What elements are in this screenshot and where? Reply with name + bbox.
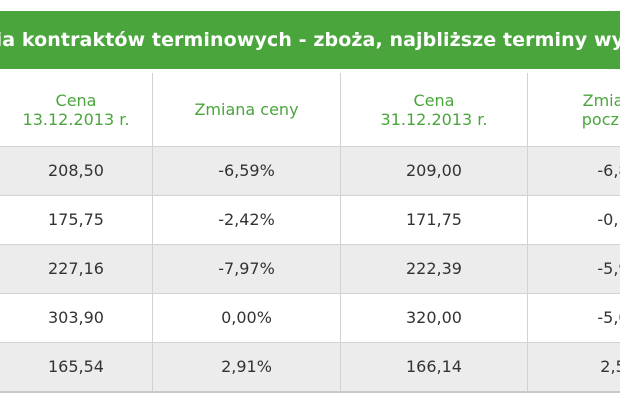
- header-price-31-12: Cena 31.12.2013 r.: [341, 73, 527, 146]
- futures-table: Cena 13.12.2013 r. Zmiana ceny Cena 31.1…: [0, 73, 620, 393]
- header-price-change: Zmiana ceny: [153, 73, 340, 146]
- header-price-31-12-line1: Cena: [413, 90, 455, 110]
- table-row: 208,50 -6,59% 209,00 -6,8: [0, 146, 620, 195]
- cell-price-change: 0,00%: [221, 308, 272, 327]
- cell-change-from-start: 2,5: [600, 357, 620, 376]
- cell-change-from-start: -5,9: [597, 259, 620, 278]
- cell-price-change: -2,42%: [218, 210, 275, 229]
- cell-price-13-12: 227,16: [48, 259, 104, 278]
- header-price-13-12-line2: 13.12.2013 r.: [22, 109, 130, 129]
- cell-price-31-12: 209,00: [406, 161, 462, 180]
- cell-price-change: -6,59%: [218, 161, 275, 180]
- header-price-13-12: Cena 13.12.2013 r.: [0, 73, 152, 146]
- cell-price-13-12: 165,54: [48, 357, 104, 376]
- header-price-13-12-line1: Cena: [55, 90, 97, 110]
- header-change-from-start-line1: Zmiana: [582, 90, 620, 110]
- cell-price-31-12: 320,00: [406, 308, 462, 327]
- table-row: 227,16 -7,97% 222,39 -5,9: [0, 244, 620, 293]
- cell-price-31-12: 166,14: [406, 357, 462, 376]
- table-bottom-border: [0, 391, 620, 393]
- header-change-from-start: Zmiana początk: [528, 73, 620, 146]
- cell-price-31-12: 171,75: [406, 210, 462, 229]
- header-change-from-start-line2: początk: [581, 109, 620, 129]
- cell-change-from-start: -5,0: [597, 308, 620, 327]
- column-divider: [152, 73, 153, 393]
- cell-change-from-start: -6,8: [597, 161, 620, 180]
- cell-price-change: 2,91%: [221, 357, 272, 376]
- table-title: nia kontraktów terminowych - zboża, najb…: [0, 29, 620, 51]
- cell-price-13-12: 175,75: [48, 210, 104, 229]
- table-row: 175,75 -2,42% 171,75 -0,1: [0, 195, 620, 244]
- cell-price-change: -7,97%: [218, 259, 275, 278]
- cell-price-13-12: 303,90: [48, 308, 104, 327]
- table-header-row: Cena 13.12.2013 r. Zmiana ceny Cena 31.1…: [0, 73, 620, 146]
- table-row: 165,54 2,91% 166,14 2,5: [0, 342, 620, 391]
- cell-change-from-start: -0,1: [597, 210, 620, 229]
- header-price-31-12-line2: 31.12.2013 r.: [380, 109, 488, 129]
- header-price-change-line1: Zmiana ceny: [194, 100, 299, 119]
- table-row: 303,90 0,00% 320,00 -5,0: [0, 293, 620, 342]
- table-title-bar: nia kontraktów terminowych - zboża, najb…: [0, 11, 620, 69]
- cell-price-13-12: 208,50: [48, 161, 104, 180]
- column-divider: [340, 73, 341, 393]
- cell-price-31-12: 222,39: [406, 259, 462, 278]
- column-divider: [527, 73, 528, 393]
